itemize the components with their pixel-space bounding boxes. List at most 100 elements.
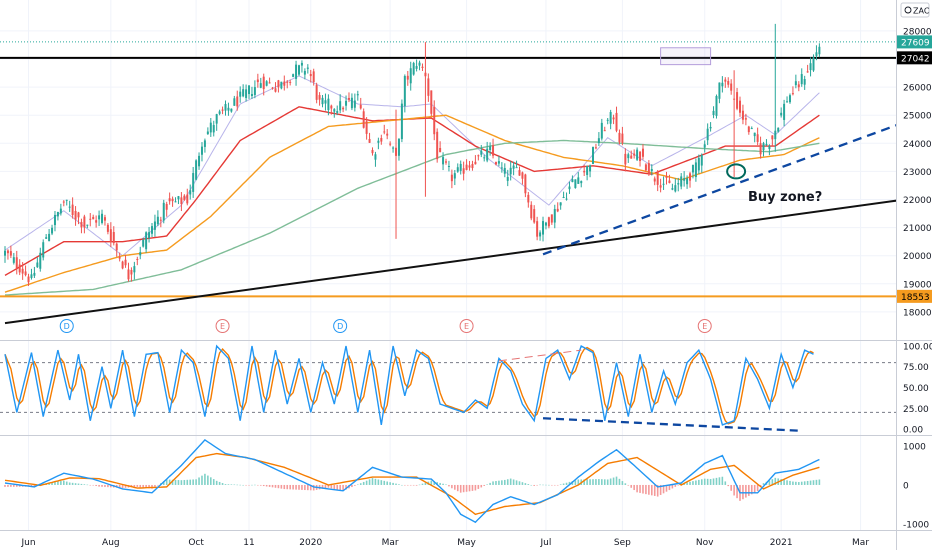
event-marker[interactable]: E [459,319,474,333]
moving-average-line [4,139,820,296]
macd-histogram-bar [118,484,121,488]
candle-body [759,143,762,155]
price-pane[interactable] [0,23,905,325]
price-label-text: 18553 [901,293,930,303]
candle-body [200,146,203,155]
macd-histogram-bar [245,484,247,486]
macd-histogram-bar [803,481,806,485]
macd-histogram-bar [139,484,142,488]
price-tick-label: 22000 [903,196,932,206]
macd-histogram-bar [227,484,230,485]
macd-histogram-bar [195,479,197,485]
macd-histogram-bar [786,480,788,485]
event-marker[interactable]: E [215,319,230,333]
event-marker[interactable]: D [59,319,74,333]
candle-body [727,81,730,85]
macd-histogram-bar [377,479,380,485]
candle-body [733,98,736,100]
candle-body [371,149,374,154]
trend-line[interactable] [4,199,905,325]
candle-body [262,76,265,90]
candle-body [400,103,403,140]
macd-histogram-bar [648,484,650,495]
candle-body [124,259,127,266]
macd-histogram-bar [489,482,491,485]
macd-histogram-bar [221,483,224,485]
macd-histogram-bar [165,479,168,485]
dashed-support-line[interactable] [542,122,905,256]
candle-body [703,144,706,148]
candle-body [777,127,780,132]
candle-body [139,252,142,256]
macd-histogram-bar [395,483,397,485]
macd-histogram-bar [154,484,156,487]
candle-body [783,103,786,120]
stoch-tick-label: 0.00 [903,426,923,436]
candle-body [612,117,615,120]
candle-body [283,81,286,86]
candle-body [300,62,303,66]
macd-histogram-bar [668,484,671,491]
candle-body [550,214,553,223]
macd-histogram-bar [553,484,556,486]
buy-zone-circle[interactable] [726,163,747,180]
macd-histogram-bar [60,481,62,485]
highlight-box[interactable] [660,47,712,66]
macd-tick-label: 0 [903,481,909,491]
macd-pane[interactable] [4,438,821,524]
price-tick-label: 21000 [903,224,932,234]
candle-body [136,258,139,260]
candle-body [641,148,644,157]
macd-histogram-bar [392,482,394,485]
price-label-box [897,35,932,49]
macd-histogram-bar [795,481,797,485]
macd-histogram-bar [359,483,362,485]
candle-body [224,104,227,111]
price-label-text: 27042 [901,54,930,64]
macd-histogram-bar [215,480,218,485]
macd-histogram-bar [595,479,597,485]
macd-histogram-bar [54,481,56,485]
candle-body [121,261,124,269]
stoch-dashed-line[interactable] [498,349,582,362]
candle-body [406,75,409,80]
stochastic-pane[interactable] [0,344,896,432]
macd-histogram-bar [533,484,535,486]
macd-histogram-bar [674,484,677,487]
macd-histogram-bar [354,484,356,486]
candle-body [62,201,65,203]
macd-histogram-bar [477,484,480,489]
macd-histogram-bar [15,484,18,487]
candle-body [436,131,439,160]
candle-body [680,176,683,187]
macd-histogram-bar [142,484,144,488]
macd-histogram-bar [339,484,341,491]
event-marker[interactable]: D [333,319,348,333]
event-marker[interactable]: E [697,319,712,333]
candle-body [71,204,74,216]
macd-histogram-bar [48,482,50,485]
macd-histogram-bar [471,484,474,491]
stoch-d-line [4,346,814,425]
stoch-tick-label: 100.00 [903,342,932,352]
candle-body [242,89,245,97]
candle-body [427,78,430,96]
candle-body [803,79,806,85]
macd-histogram-bar [565,482,568,485]
macd-histogram-bar [768,480,771,485]
price-tick-label: 23000 [903,168,932,178]
stoch-dashed-line[interactable] [542,417,799,432]
candle-body [474,161,477,165]
candle-body [312,71,315,83]
macd-histogram-bar [809,480,812,485]
candle-body [268,82,271,84]
macd-histogram-bar [671,484,674,489]
macd-histogram-bar [401,484,403,486]
candle-body [500,167,503,169]
macd-histogram-bar [474,484,477,491]
candle-body [439,147,442,153]
macd-histogram-bar [312,484,315,491]
candle-body [788,95,791,103]
candle-body [336,111,339,113]
